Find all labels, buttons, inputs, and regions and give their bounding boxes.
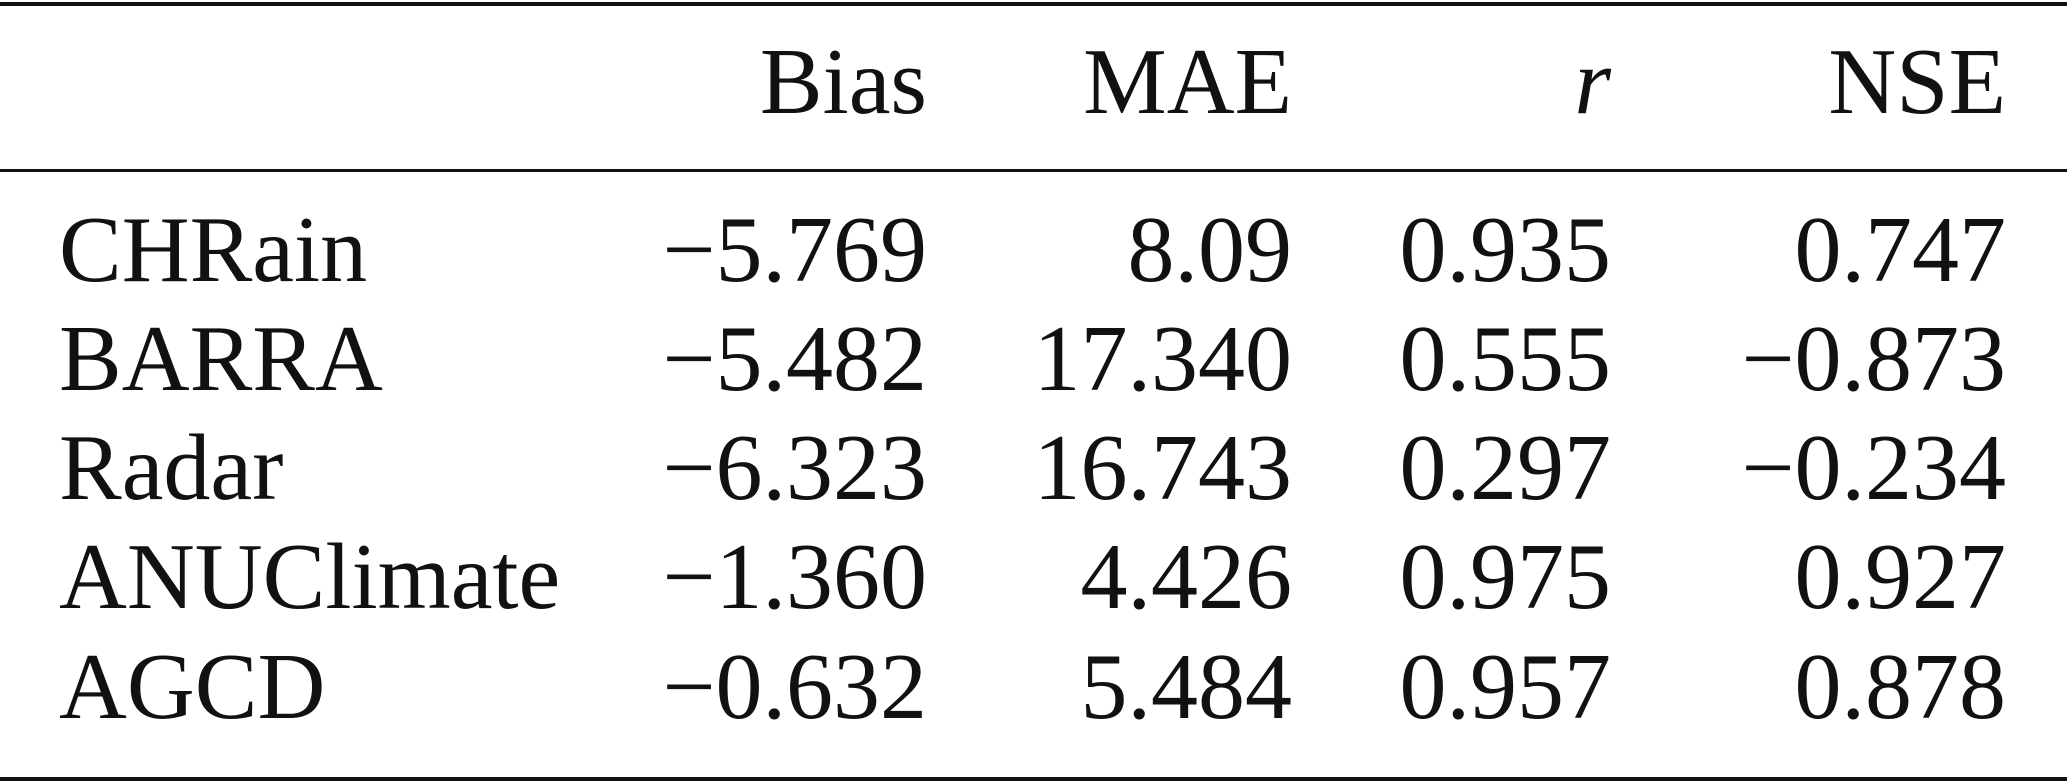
cell-value: −0.234	[1741, 416, 2006, 520]
column-header: r	[1574, 30, 1611, 134]
row-label: BARRA	[59, 307, 383, 411]
column-header: MAE	[1083, 30, 1292, 134]
cell-value: −1.360	[662, 525, 927, 629]
cell-value: −6.323	[662, 416, 927, 520]
cell-value: 0.957	[1399, 635, 1612, 739]
cell-value: 4.426	[1080, 525, 1293, 629]
cell-value: 17.340	[1033, 307, 1293, 411]
cell-value: 0.935	[1399, 198, 1612, 302]
cell-value: 0.555	[1399, 307, 1612, 411]
cell-value: −5.769	[662, 198, 927, 302]
column-header: NSE	[1828, 30, 2006, 134]
cell-value: 8.09	[1127, 198, 1293, 302]
mid-rule	[0, 169, 2067, 172]
row-label: ANUClimate	[59, 525, 561, 629]
cell-value: −5.482	[662, 307, 927, 411]
row-label: AGCD	[59, 635, 326, 739]
cell-value: −0.632	[662, 635, 927, 739]
cell-value: 0.297	[1399, 416, 1612, 520]
cell-value: 5.484	[1080, 635, 1293, 739]
cell-value: 16.743	[1033, 416, 1293, 520]
row-label: Radar	[59, 416, 284, 520]
cell-value: 0.747	[1794, 198, 2007, 302]
cell-value: 0.927	[1794, 525, 2007, 629]
column-header: Bias	[759, 30, 927, 134]
top-rule	[0, 2, 2067, 6]
cell-value: 0.878	[1794, 635, 2007, 739]
cell-value: −0.873	[1741, 307, 2006, 411]
row-label: CHRain	[59, 198, 368, 302]
bottom-rule	[0, 777, 2067, 781]
cell-value: 0.975	[1399, 525, 1612, 629]
